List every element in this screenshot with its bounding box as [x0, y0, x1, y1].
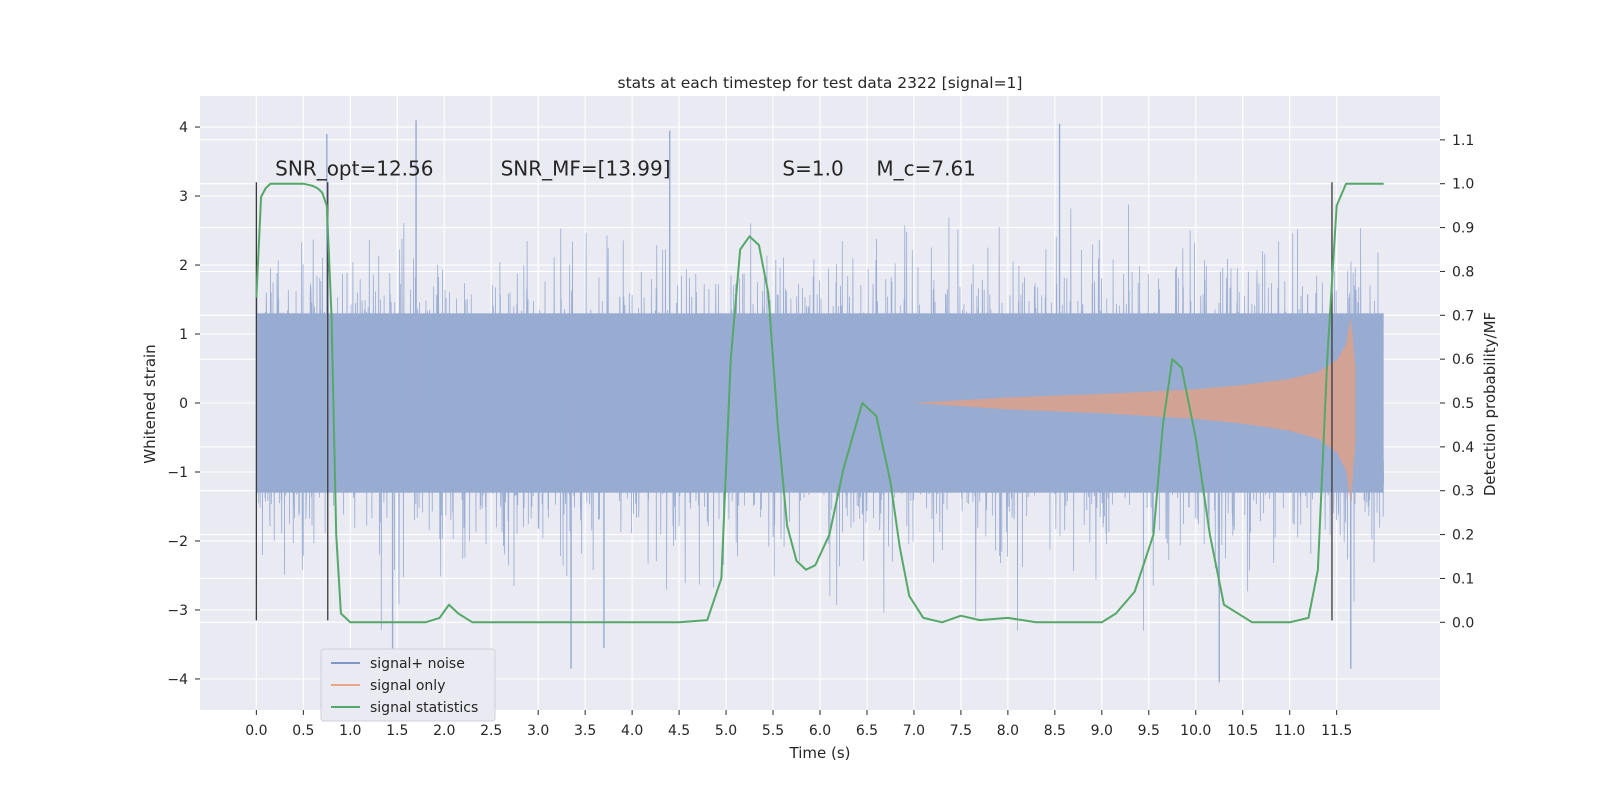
x-tick-label: 8.0 [997, 723, 1019, 739]
y-right-tick-label: 0.8 [1452, 264, 1474, 280]
x-tick-label: 4.5 [668, 723, 690, 739]
x-tick-label: 1.0 [339, 723, 361, 739]
chart-title: stats at each timestep for test data 232… [618, 74, 1023, 92]
annotation: S=1.0 [782, 156, 843, 180]
x-axis-label: Time (s) [789, 744, 851, 762]
x-tick-label: 10.0 [1180, 723, 1211, 739]
x-tick-label: 0.0 [245, 723, 267, 739]
y-tick-label: 2 [179, 258, 188, 274]
y-right-tick-label: 0.3 [1452, 484, 1474, 500]
x-tick-label: 2.5 [480, 723, 502, 739]
annotations: SNR_opt=12.56 SNR_MF=[13.99] S=1.0 M_c=7.61 [275, 156, 976, 180]
y-tick-label: −3 [167, 603, 188, 619]
x-tick-label: 3.0 [527, 723, 549, 739]
y-tick-label: 3 [179, 189, 188, 205]
y-right-tick-label: 0.4 [1452, 440, 1474, 456]
x-tick-label: 5.5 [762, 723, 784, 739]
x-tick-label: 5.0 [715, 723, 737, 739]
annotation: SNR_opt=12.56 [275, 156, 433, 180]
y-right-tick-label: 1.0 [1452, 177, 1474, 193]
legend-label-signal-statistics: signal statistics [370, 700, 478, 716]
vertical-markers [255, 182, 1333, 621]
x-tick-label: 1.5 [386, 723, 408, 739]
y-tick-label: 1 [179, 327, 188, 343]
signal-envelope [913, 316, 1356, 503]
y-right-tick-label: 0.5 [1452, 396, 1474, 412]
x-tick-label: 9.5 [1138, 723, 1160, 739]
legend-box [320, 648, 496, 722]
y-right-tick-label: 0.9 [1452, 221, 1474, 237]
y-right-tick-label: 0.2 [1452, 528, 1474, 544]
x-tick-label: 8.5 [1044, 723, 1066, 739]
x-tick-label: 9.0 [1091, 723, 1113, 739]
x-tick-label: 6.0 [809, 723, 831, 739]
x-tick-label: 0.5 [292, 723, 314, 739]
legend-label-signal-noise: signal+ noise [370, 656, 465, 672]
y-tick-label: 4 [179, 120, 188, 136]
x-tick-label: 4.0 [621, 723, 643, 739]
y-axis-right-label: Detection probability/MF [1481, 312, 1499, 496]
series-signal-statistics [255, 182, 1384, 624]
x-tick-label: 2.0 [433, 723, 455, 739]
statistics-line [255, 182, 1384, 624]
x-tick-label: 7.0 [903, 723, 925, 739]
y-right-tick-label: 0.0 [1452, 615, 1474, 631]
y-right-tick-label: 0.1 [1452, 571, 1474, 587]
legend-label-signal-only: signal only [370, 678, 445, 694]
annotation: SNR_MF=[13.99] [501, 156, 671, 180]
x-tick-label: 7.5 [950, 723, 972, 739]
x-tick-label: 10.5 [1227, 723, 1258, 739]
y-tick-label: −4 [167, 672, 188, 688]
x-tick-label: 11.0 [1274, 723, 1305, 739]
series-signal-only [913, 316, 1356, 503]
x-tick-label: 11.5 [1321, 723, 1352, 739]
y-tick-label: 0 [179, 396, 188, 412]
y-right-tick-label: 0.6 [1452, 352, 1474, 368]
y-axis-label: Whitened strain [141, 344, 159, 463]
y-tick-label: −1 [167, 465, 188, 481]
y-tick-label: −2 [167, 534, 188, 550]
y-right-tick-label: 1.1 [1452, 133, 1474, 149]
annotation: M_c=7.61 [876, 156, 976, 180]
y-right-tick-label: 0.7 [1452, 308, 1474, 324]
x-tick-label: 6.5 [856, 723, 878, 739]
legend: signal+ noise signal only signal statist… [320, 648, 496, 722]
x-tick-label: 3.5 [574, 723, 596, 739]
axis-ticks: 0.0 0.5 1.0 1.5 2.0 2.5 3.0 3.5 4.0 4.5 5.0 5.5 6.0 6… [167, 120, 1474, 739]
